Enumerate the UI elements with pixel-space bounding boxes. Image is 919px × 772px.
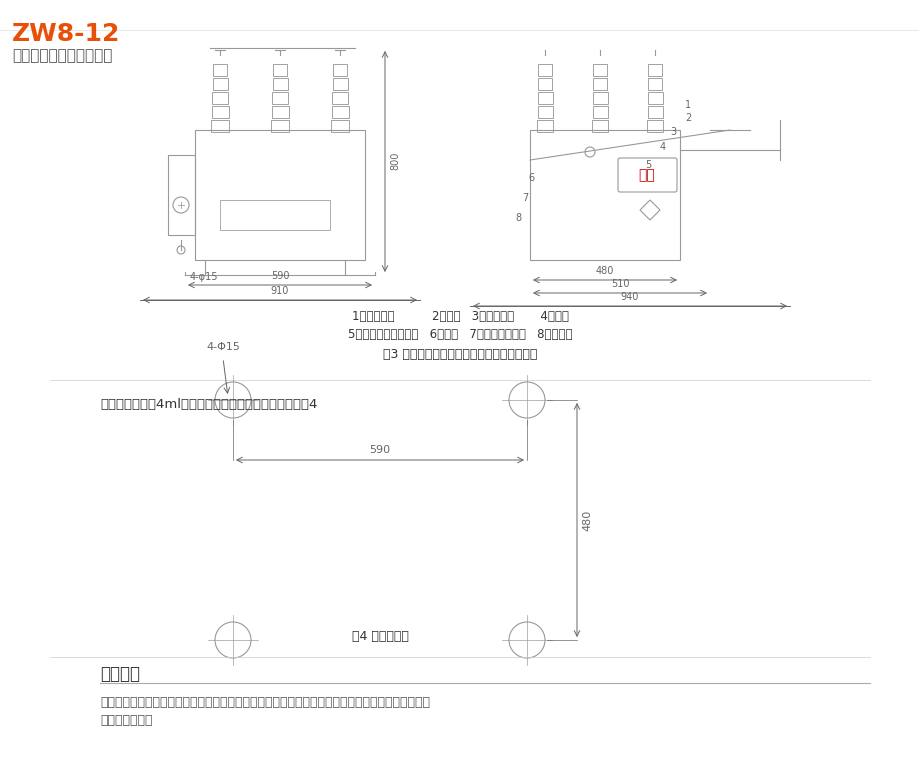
Bar — [210, 120, 229, 132]
Bar — [213, 64, 227, 76]
Bar — [211, 106, 229, 118]
Bar — [647, 64, 662, 76]
Bar — [647, 92, 663, 104]
Bar — [538, 78, 551, 90]
Bar — [593, 106, 607, 118]
Text: 480: 480 — [596, 266, 614, 276]
Bar — [211, 92, 228, 104]
Bar — [538, 106, 552, 118]
Text: 1、接触刀片          2、触刀   3、绝缘拉杆       4、支柱: 1、接触刀片 2、触刀 3、绝缘拉杆 4、支柱 — [351, 310, 568, 323]
Text: 590: 590 — [369, 445, 391, 455]
Text: 4: 4 — [659, 142, 665, 152]
Text: 订货时要说明产品的型号、名称、数量、短路开断电流、额定电流、所配电流互感器电流比，操作方: 订货时要说明产品的型号、名称、数量、短路开断电流、额定电流、所配电流互感器电流比… — [100, 696, 429, 709]
Text: 式及使用场合。: 式及使用场合。 — [100, 714, 153, 727]
Text: 4-Φ15: 4-Φ15 — [206, 342, 240, 352]
Bar — [273, 78, 288, 90]
Bar — [529, 130, 679, 260]
Text: ZW8-12: ZW8-12 — [12, 22, 120, 46]
Bar — [647, 106, 663, 118]
Bar — [593, 64, 607, 76]
Text: 产品要安装在高4ml以上的柱子上使用，安装孔尺寸见图4: 产品要安装在高4ml以上的柱子上使用，安装孔尺寸见图4 — [100, 398, 317, 411]
Bar — [333, 78, 347, 90]
Bar — [195, 130, 365, 260]
Text: 5、隔离开关操作手柄   6、转轴   7、隔离开关支架   8、断路器: 5、隔离开关操作手柄 6、转轴 7、隔离开关支架 8、断路器 — [347, 328, 572, 341]
Bar — [332, 92, 347, 104]
Bar — [646, 120, 663, 132]
Bar — [537, 120, 552, 132]
Bar — [213, 78, 228, 90]
Text: 订货须知: 订货须知 — [100, 665, 140, 683]
Bar — [272, 106, 289, 118]
Text: 480: 480 — [582, 510, 591, 530]
Bar — [273, 64, 287, 76]
Text: 1: 1 — [685, 100, 690, 110]
Bar — [647, 78, 662, 90]
Text: 图4 安装孔尺寸: 图4 安装孔尺寸 — [351, 630, 408, 643]
Bar — [271, 120, 289, 132]
Bar — [272, 92, 288, 104]
Text: 4-φ15: 4-φ15 — [190, 272, 219, 282]
Bar — [538, 64, 551, 76]
Text: 图3 组合断路器结构及外形尺寸、安装尺寸图: 图3 组合断路器结构及外形尺寸、安装尺寸图 — [382, 348, 537, 361]
Bar — [332, 106, 348, 118]
Bar — [591, 120, 607, 132]
Text: 5: 5 — [644, 160, 651, 170]
Text: 590: 590 — [270, 271, 289, 281]
Text: 户外高压交流真空断路器: 户外高压交流真空断路器 — [12, 48, 112, 63]
Bar — [538, 92, 552, 104]
Bar — [333, 64, 346, 76]
Bar — [168, 155, 195, 235]
Text: 3: 3 — [669, 127, 675, 137]
Text: 510: 510 — [610, 279, 629, 289]
Bar — [331, 120, 348, 132]
Text: 分合: 分合 — [638, 168, 654, 182]
Text: 6: 6 — [528, 173, 534, 183]
Text: 940: 940 — [620, 292, 639, 302]
Text: 800: 800 — [390, 152, 400, 170]
Text: 2: 2 — [685, 113, 690, 123]
FancyBboxPatch shape — [618, 158, 676, 192]
Bar — [593, 78, 607, 90]
Bar — [593, 92, 607, 104]
Text: 910: 910 — [270, 286, 289, 296]
Text: 8: 8 — [515, 213, 520, 223]
Bar — [220, 200, 330, 230]
Text: 7: 7 — [521, 193, 528, 203]
